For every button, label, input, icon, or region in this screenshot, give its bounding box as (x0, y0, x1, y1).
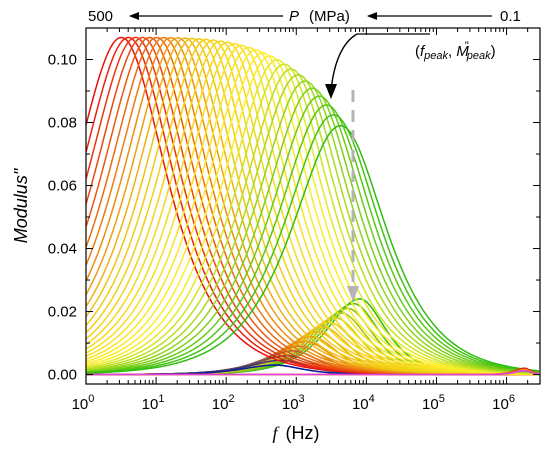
x-tick-label: 100 (72, 393, 95, 413)
x-tick-label: 102 (212, 393, 235, 413)
main-peak-curve (86, 80, 539, 374)
pressure-axis: 500 P (MPa) 0.1 (88, 8, 521, 25)
plot-frame (85, 27, 541, 385)
y-tick-label: 0.10 (48, 52, 77, 69)
high-frequency-feature-curve (86, 370, 539, 376)
main-peak-curve (86, 124, 539, 374)
x-axis-ticks: 100 101 102 103 104 105 106 (72, 28, 541, 413)
y-axis-ticks: 0.00 0.02 0.04 0.06 0.08 0.10 (48, 27, 540, 384)
y-tick-label: 0.08 (48, 115, 77, 132)
x-tick-label: 105 (422, 393, 445, 413)
y-tick-label: 0.04 (48, 241, 77, 258)
y-tick-label: 0.02 (48, 304, 77, 321)
x-tick-label: 106 (492, 393, 515, 413)
main-peak-curve (86, 104, 539, 374)
peak-annotation: (fpeak, M" peak) (415, 40, 496, 62)
pressure-left-value: 500 (88, 8, 113, 25)
main-peak-curve (86, 51, 539, 375)
pressure-right-value: 0.1 (500, 8, 521, 25)
main-peak-curve (86, 38, 539, 376)
main-peak-curve (86, 68, 539, 374)
x-tick-label: 104 (352, 393, 375, 413)
x-tick-label: 103 (282, 393, 305, 413)
annotation-arrow (330, 33, 358, 91)
x-tick-label: 101 (142, 393, 165, 413)
main-peak-curve (86, 87, 539, 374)
main-peak-curve (86, 38, 539, 376)
annotation-arrowhead (325, 84, 337, 99)
main-peak-curve (86, 59, 539, 375)
main-peak-curve (86, 63, 539, 375)
y-axis-title: Modulus" (11, 167, 31, 243)
main-peak-curve (86, 114, 539, 374)
main-peak-curve (86, 74, 539, 374)
spectra-curves (86, 36, 539, 376)
main-peak-curve (86, 95, 539, 373)
pressure-unit: (MPa) (309, 8, 350, 25)
pressure-symbol: P (289, 8, 299, 25)
x-axis-title: f (Hz) (272, 423, 319, 443)
y-tick-label: 0.00 (48, 367, 77, 384)
main-peak-curve (86, 55, 539, 375)
peak-shift-arrowhead (347, 286, 359, 302)
y-tick-label: 0.06 (48, 178, 77, 195)
